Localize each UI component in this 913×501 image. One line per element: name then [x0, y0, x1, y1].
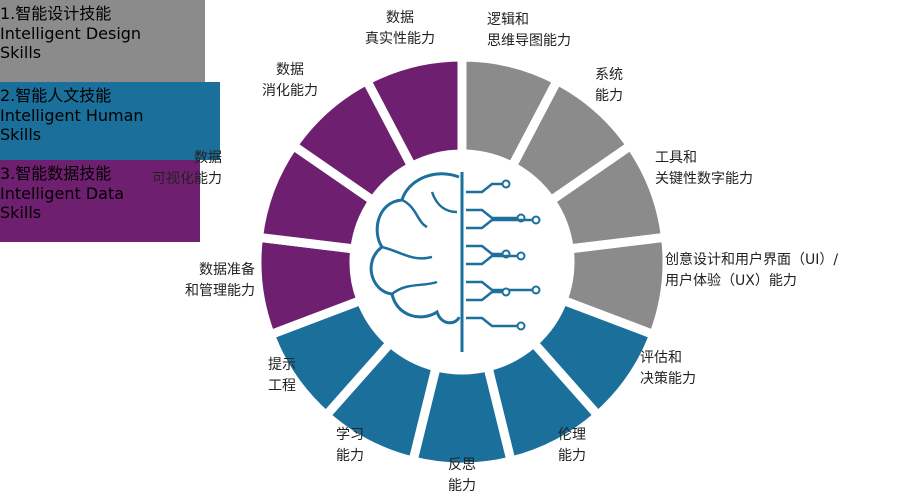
segment-label: 学习能力 [336, 425, 364, 467]
segment-label: 系统能力 [595, 65, 623, 107]
circuit-node [503, 181, 510, 188]
segment-label-line: 决策能力 [640, 369, 696, 390]
segment-label: 评估和决策能力 [640, 348, 696, 390]
segment-label-line: 真实性能力 [365, 29, 435, 50]
segment-label: 伦理能力 [558, 425, 586, 467]
segment-label: 逻辑和思维导图能力 [487, 10, 571, 52]
segment-label-line: 反思 [448, 455, 476, 476]
segment-label: 数据真实性能力 [365, 8, 435, 50]
segment-label-line: 消化能力 [262, 81, 318, 102]
segment-label: 反思能力 [448, 455, 476, 497]
segment-label-line: 数据 [262, 60, 318, 81]
segment-label-line: 学习 [336, 425, 364, 446]
segment-label-line: 提示 [268, 355, 296, 376]
segment-label-line: 评估和 [640, 348, 696, 369]
segment-label-line: 逻辑和 [487, 10, 571, 31]
segment-label-line: 伦理 [558, 425, 586, 446]
segment-label-line: 能力 [336, 446, 364, 467]
circuit-node [518, 323, 525, 330]
segment-label: 数据可视化能力 [152, 148, 222, 190]
segment-label-line: 关键性数字能力 [655, 169, 753, 190]
segment-label: 数据准备和管理能力 [185, 260, 255, 302]
segment-label-line: 用户体验（UX）能力 [665, 271, 838, 292]
segment-label-line: 创意设计和用户界面（UI）/ [665, 250, 838, 271]
segment-label-line: 数据准备 [185, 260, 255, 281]
segment-label-line: 数据 [152, 148, 222, 169]
circuit-node [533, 287, 540, 294]
segment-label-line: 能力 [448, 476, 476, 497]
segment-label-line: 能力 [595, 86, 623, 107]
segment-label: 创意设计和用户界面（UI）/用户体验（UX）能力 [665, 250, 838, 292]
segment-label-line: 工具和 [655, 148, 753, 169]
segment-label-line: 数据 [365, 8, 435, 29]
circuit-node [533, 217, 540, 224]
segment-label-line: 和管理能力 [185, 281, 255, 302]
segment-label: 提示工程 [268, 355, 296, 397]
segment-label: 数据消化能力 [262, 60, 318, 102]
circuit-node [503, 289, 510, 296]
segment-label-line: 可视化能力 [152, 169, 222, 190]
segment-label-line: 思维导图能力 [487, 31, 571, 52]
segment-label-line: 能力 [558, 446, 586, 467]
segment-label-line: 工程 [268, 376, 296, 397]
segment-label: 工具和关键性数字能力 [655, 148, 753, 190]
segment-label-line: 系统 [595, 65, 623, 86]
circuit-node [518, 253, 525, 260]
page: 1.智能设计技能Intelligent DesignSkills逻辑和思维导图能… [0, 0, 913, 501]
